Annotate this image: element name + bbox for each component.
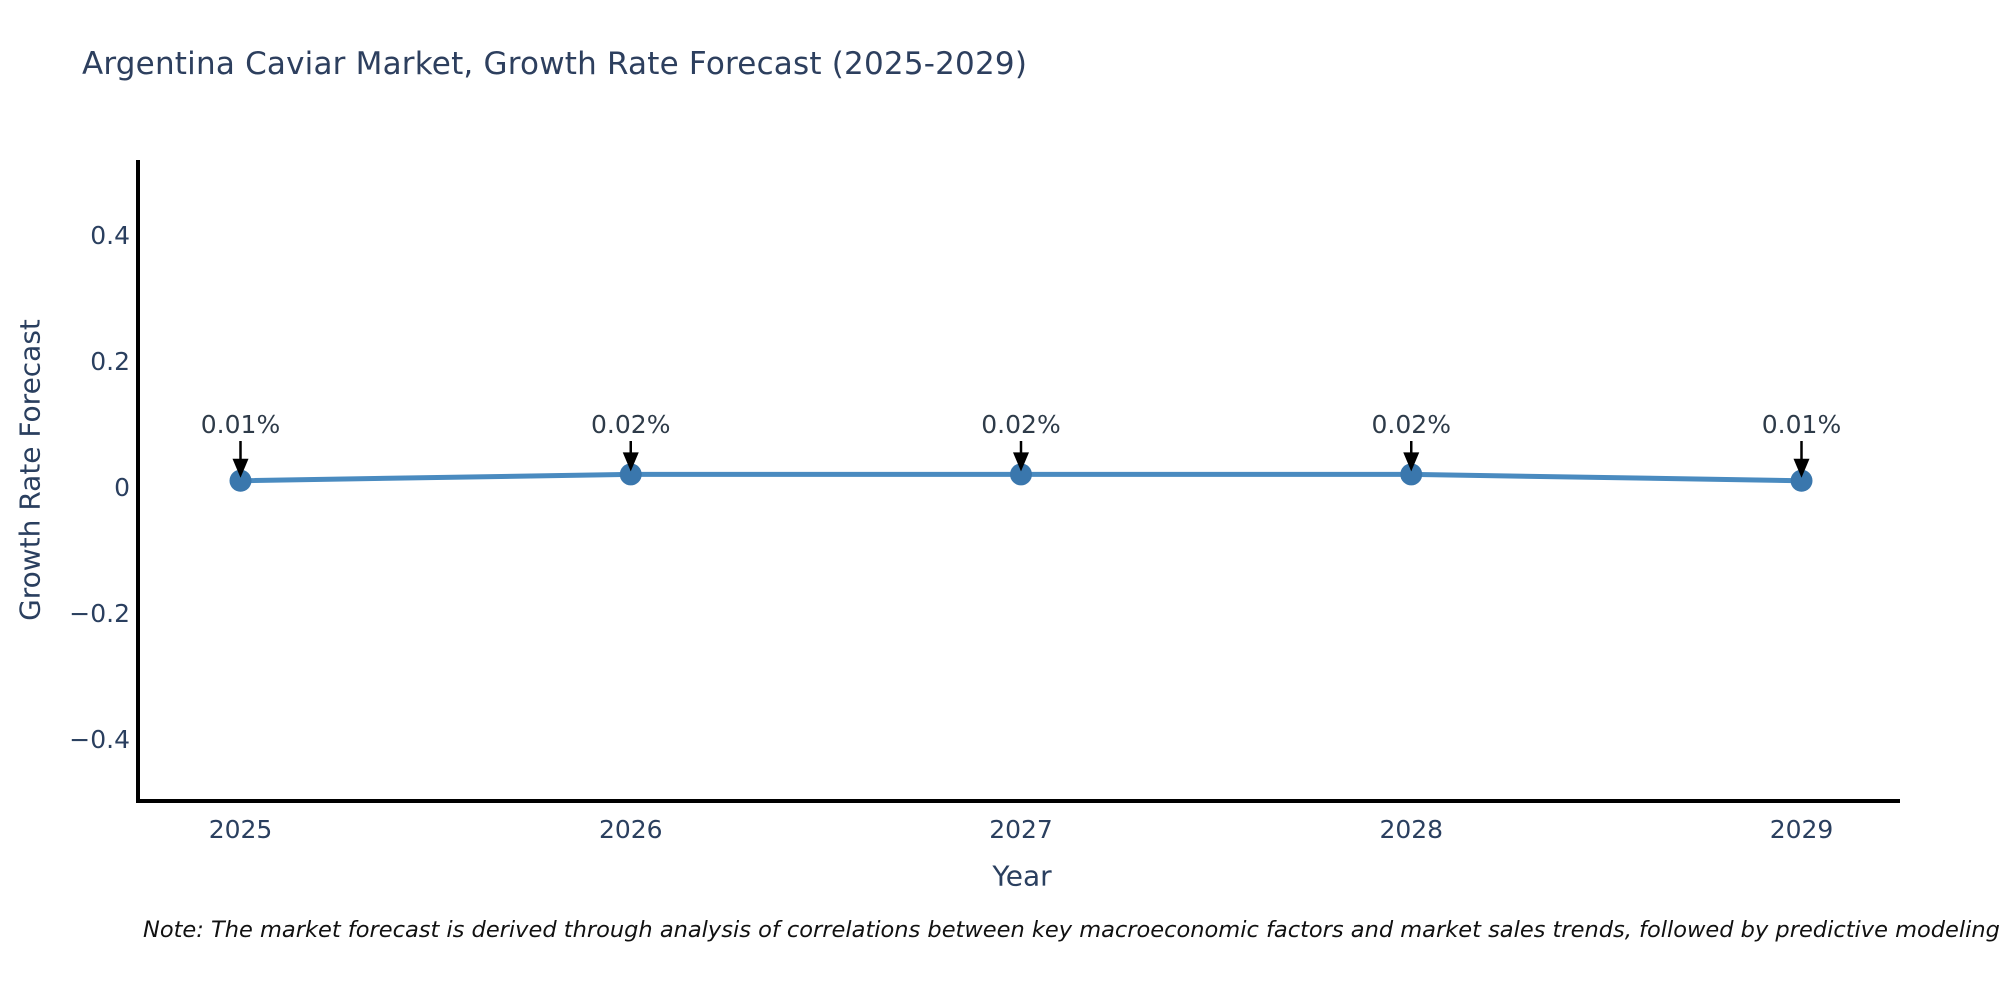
y-tick-label: −0.4: [69, 725, 130, 754]
annotation-arrow-head: [1013, 452, 1029, 472]
y-tick-label: 0: [114, 473, 130, 502]
annotation-arrow-head: [1793, 458, 1810, 478]
data-point-marker: [1010, 463, 1032, 486]
annotation-arrow-head: [1403, 452, 1420, 472]
x-tick-label: 2025: [209, 815, 273, 844]
annotation-label: 0.01%: [1762, 410, 1841, 439]
y-tick-label: 0.2: [90, 347, 130, 376]
y-tick-label: −0.2: [69, 599, 130, 628]
chart-title: Argentina Caviar Market, Growth Rate For…: [82, 46, 1028, 82]
annotation-label: 0.02%: [591, 410, 670, 439]
data-point-marker: [1790, 469, 1813, 492]
y-tick-label: 0.4: [90, 221, 130, 250]
annotation-arrow-head: [622, 452, 639, 472]
x-tick-label: 2028: [1379, 815, 1443, 844]
data-point-marker: [1400, 463, 1423, 486]
x-tick-label: 2029: [1770, 815, 1834, 844]
footnote: Note: The market forecast is derived thr…: [143, 917, 2000, 943]
data-point-marker: [229, 469, 252, 492]
annotation-arrow-head: [232, 458, 249, 478]
x-tick-label: 2027: [989, 815, 1053, 844]
x-axis-title: Year: [992, 859, 1052, 893]
annotation-label: 0.02%: [981, 410, 1060, 439]
data-point-marker: [619, 463, 642, 486]
annotation-label: 0.01%: [201, 410, 280, 439]
x-tick-label: 2026: [599, 815, 663, 844]
annotation-label: 0.02%: [1372, 410, 1451, 439]
